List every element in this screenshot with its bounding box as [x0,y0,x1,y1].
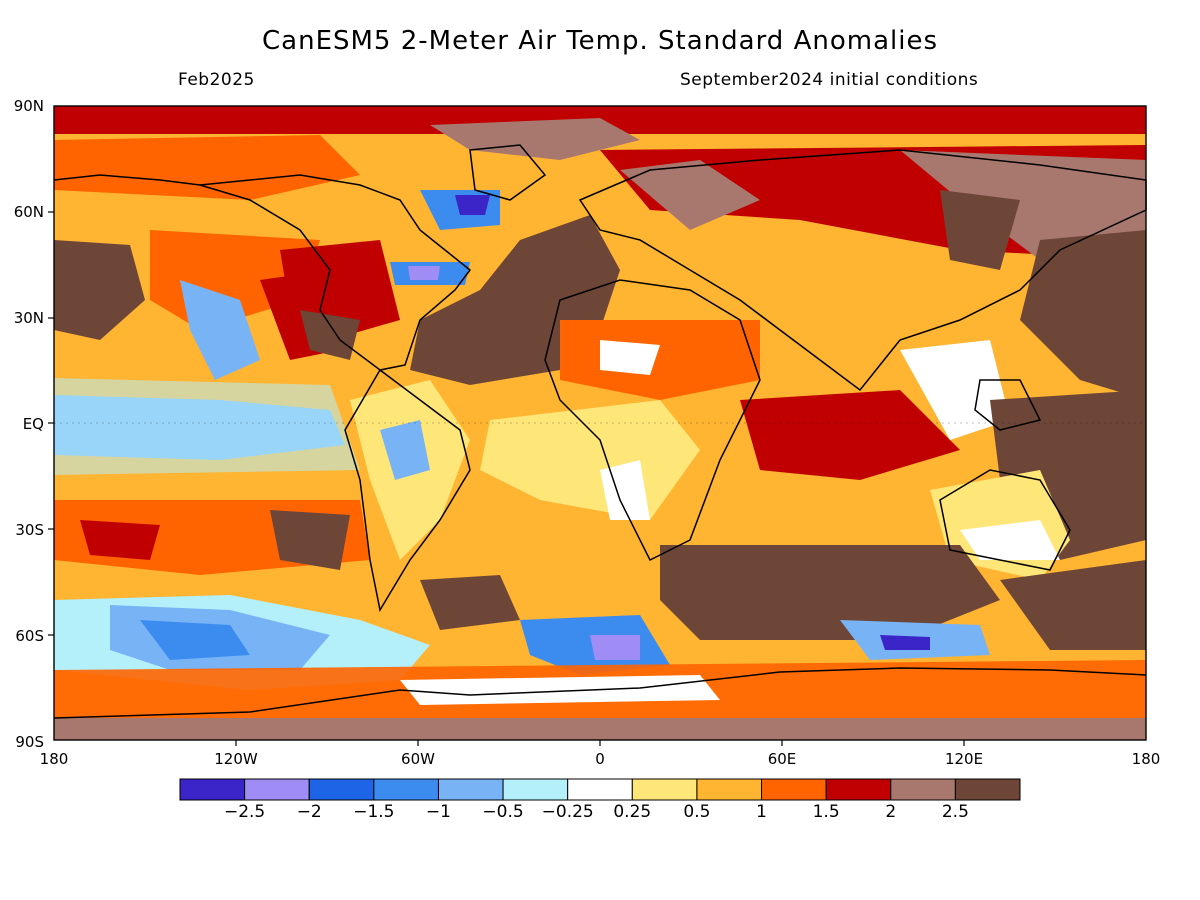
lat-tick-60n: 60N [13,203,44,221]
colorbar-swatch [179,778,246,801]
colorbar-label: 1 [756,802,767,822]
colorbar-swatch [244,778,310,801]
lon-tick-60w: 60W [401,750,435,768]
colorbar [179,778,1021,801]
colorbar-label: 1.5 [812,802,840,822]
colorbar-swatch [954,778,1021,801]
lon-tick-180e: 180 [1131,750,1161,768]
colorbar-swatch [890,778,956,801]
anomaly-field [54,106,1146,740]
colorbar-label: 0.25 [613,802,652,822]
lon-tick-180w: 180 [39,750,69,768]
colorbar-label: −0.25 [541,802,594,822]
colorbar-swatch [308,778,375,801]
lon-tick-0: 0 [595,750,605,768]
colorbar-label: −1 [425,802,451,822]
lat-tick-90s: 90S [15,733,44,751]
colorbar-swatch [502,778,569,801]
colorbar-swatch [696,778,763,801]
colorbar-swatch [761,778,827,801]
lon-tick-120e: 120E [944,750,984,768]
colorbar-label: −0.5 [482,802,524,822]
colorbar-swatch [631,778,698,801]
axis-ticks [48,211,965,746]
lat-tick-60s: 60S [15,627,44,645]
colorbar-swatch [437,778,504,801]
colorbar-swatch [825,778,892,801]
lat-tick-eq: EQ [22,415,44,433]
colorbar-label: 0.5 [683,802,711,822]
chart-title: CanESM5 2-Meter Air Temp. Standard Anoma… [262,26,938,56]
colorbar-label: 2 [885,802,897,822]
forecast-month: Feb2025 [178,70,255,90]
lon-tick-120w: 120W [214,750,258,768]
lat-tick-30n: 30N [13,309,44,327]
colorbar-swatch [373,778,439,801]
colorbar-label: −1.5 [353,802,395,822]
colorbar-label: −2.5 [223,802,266,822]
colorbar-label: 2.5 [941,802,969,822]
lon-tick-60e: 60E [767,750,797,768]
coastlines [53,144,1147,719]
initial-conditions: September2024 initial conditions [680,70,979,90]
lat-tick-30s: 30S [15,521,44,539]
colorbar-label: −2 [296,802,322,822]
colorbar-swatch [567,778,633,801]
lat-tick-90n: 90N [13,97,44,115]
